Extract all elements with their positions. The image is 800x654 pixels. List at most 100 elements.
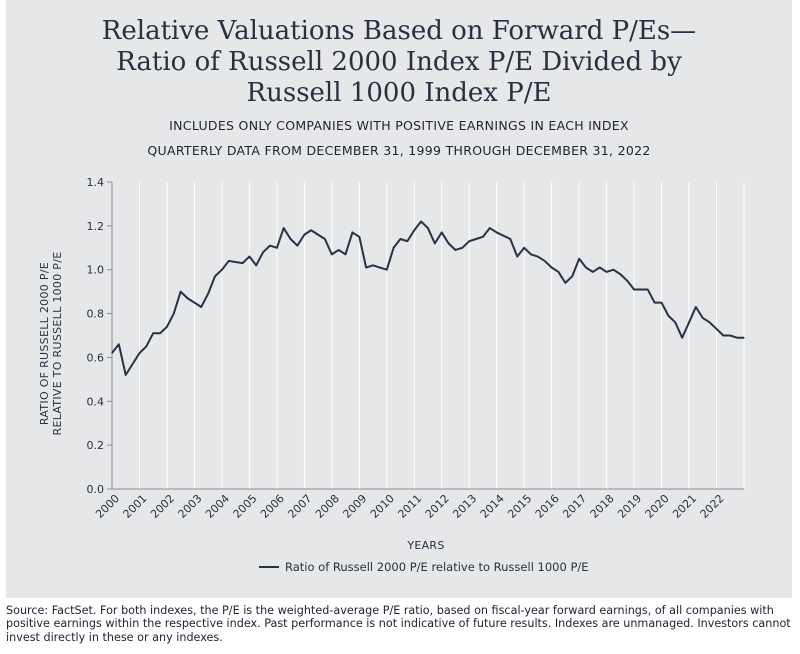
x-tick-label: 2019: [615, 492, 644, 521]
data-point: [482, 236, 484, 238]
data-point: [551, 266, 553, 269]
data-point: [248, 255, 251, 258]
data-point: [564, 282, 566, 284]
data-point: [276, 247, 278, 249]
y-tick-label: 0.2: [87, 439, 105, 452]
series-line: [111, 220, 744, 376]
data-point: [111, 352, 113, 354]
y-axis-label-line: RATIO OF RUSSELL 2000 P/E: [38, 262, 51, 425]
data-point: [434, 242, 436, 244]
data-point: [365, 266, 367, 269]
x-tick-label: 2003: [176, 492, 205, 521]
data-point: [722, 334, 724, 337]
data-point: [159, 332, 161, 334]
data-point: [228, 260, 230, 262]
data-point: [138, 352, 141, 354]
y-tick-label: 0.0: [87, 483, 105, 496]
data-point: [578, 258, 580, 260]
data-point: [544, 260, 546, 262]
data-point: [186, 297, 189, 299]
chart-subtitle-1: INCLUDES ONLY COMPANIES WITH POSITIVE EA…: [169, 118, 629, 133]
data-point: [736, 337, 738, 339]
data-point: [413, 229, 415, 231]
data-point: [317, 234, 319, 236]
data-point: [612, 269, 615, 271]
data-point: [255, 264, 257, 266]
data-point: [454, 249, 457, 251]
line-chart: 0.0 0.2 0.4 0.6 0.8 1.0 1.2 1.4 2000200120022003…: [38, 176, 745, 574]
data-point: [166, 326, 168, 328]
data-point: [296, 244, 299, 247]
data-point: [640, 288, 642, 291]
data-point: [660, 302, 663, 304]
data-point: [441, 231, 443, 234]
chart-title-line-1: Relative Valuations Based on Forward P/E…: [101, 16, 697, 46]
data-point: [729, 334, 731, 337]
x-tick-label: 2000: [93, 492, 122, 521]
data-point: [743, 337, 745, 339]
y-tick-label: 0.4: [87, 395, 105, 408]
data-point: [475, 238, 477, 240]
data-point: [241, 262, 244, 264]
data-point: [386, 269, 388, 271]
y-tick-label: 1.0: [87, 264, 105, 277]
data-point: [379, 266, 381, 269]
data-point: [654, 302, 656, 304]
chart-title: Relative Valuations Based on Forward P/E…: [6, 16, 792, 109]
data-point: [344, 253, 347, 255]
data-point: [262, 251, 264, 253]
x-tick-label: 2017: [560, 492, 589, 521]
data-point: [310, 229, 312, 231]
x-tick-label: 2020: [643, 492, 672, 521]
y-axis-label-line: RELATIVE TO RUSSELL 1000 P/E: [51, 252, 64, 436]
data-point: [496, 231, 498, 234]
data-point: [585, 266, 587, 269]
data-point: [695, 306, 697, 308]
x-tick-label: 2005: [231, 492, 260, 521]
data-point: [599, 266, 601, 269]
data-point: [173, 312, 175, 315]
data-point: [681, 337, 683, 339]
data-point: [283, 227, 285, 229]
data-point: [633, 288, 635, 291]
chart-title-line-3: Russell 1000 Index P/E: [246, 78, 552, 108]
data-point: [303, 234, 305, 236]
data-point: [145, 345, 147, 348]
data-point: [667, 315, 669, 317]
data-point: [674, 321, 676, 323]
chart-title-line-2: Ratio of Russell 2000 Index P/E Divided …: [116, 47, 682, 77]
x-tick-label: 2007: [285, 492, 314, 521]
source-footnote: Source: FactSet. For both indexes, the P…: [6, 604, 791, 644]
x-tick-label: 2014: [478, 492, 507, 521]
data-point: [647, 288, 649, 291]
data-point: [207, 293, 209, 295]
data-point: [132, 363, 134, 365]
legend-label: Ratio of Russell 2000 P/E relative to Ru…: [285, 560, 589, 574]
data-point: [399, 238, 402, 240]
data-point: [715, 328, 718, 330]
data-point: [606, 271, 608, 273]
data-point: [200, 306, 202, 308]
data-point: [468, 240, 470, 242]
data-point: [406, 240, 408, 242]
data-point: [523, 247, 525, 249]
data-point: [626, 280, 628, 282]
x-tick-label: 2018: [588, 492, 617, 521]
data-point: [269, 244, 271, 247]
x-tick-label: 2010: [368, 492, 397, 521]
data-point: [331, 253, 333, 255]
data-point: [351, 231, 354, 234]
data-point: [358, 236, 360, 238]
y-tick-label: 1.2: [87, 220, 105, 233]
data-point: [619, 273, 621, 275]
data-point: [392, 247, 395, 249]
data-point: [530, 253, 532, 255]
data-point: [324, 238, 326, 240]
x-tick-label: 2006: [258, 492, 287, 521]
data-point: [516, 255, 518, 258]
data-point: [509, 238, 511, 240]
x-tick-label: 2008: [313, 492, 342, 521]
x-axis-label: YEARS: [406, 539, 444, 552]
data-point: [235, 261, 237, 263]
data-point: [688, 321, 690, 323]
